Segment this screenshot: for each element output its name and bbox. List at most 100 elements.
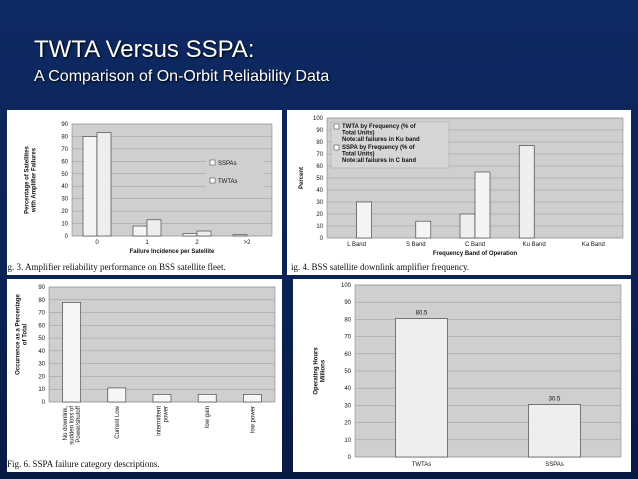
slide-title: TWTA Versus SSPA: (34, 36, 255, 63)
bar (356, 201, 372, 239)
y-tick-label: 20 (38, 374, 45, 380)
bar (474, 171, 491, 239)
y-tick-label: 40 (61, 184, 68, 190)
y-tick-label: 70 (38, 311, 45, 317)
y-tick-label: 60 (344, 352, 351, 358)
y-tick-label: 40 (344, 386, 351, 392)
bar (243, 394, 262, 403)
x-tick-label: No downlink,sudden loss ofPower/shutoff (63, 406, 82, 445)
bar (197, 394, 217, 403)
y-tick-label: 70 (344, 335, 351, 341)
bar (182, 233, 198, 237)
y-tick-label: 10 (316, 224, 323, 230)
chart-caption: Fig. 6. SSPA failure category descriptio… (7, 459, 160, 469)
bar (528, 404, 581, 458)
bar (146, 219, 162, 237)
bar (518, 145, 535, 239)
x-tick-label: intermittentpower (157, 406, 170, 436)
data-label: 30.5 (549, 397, 561, 403)
y-tick-label: 0 (320, 236, 324, 242)
y-tick-label: 30 (316, 200, 323, 206)
y-tick-label: 50 (61, 172, 68, 178)
x-tick-label: Ku Band (523, 242, 546, 248)
x-tick-label: C Band (465, 242, 485, 248)
x-tick-label: S Band (406, 242, 426, 248)
y-tick-label: 90 (61, 122, 68, 128)
chart-panel-failure-incidence: 0 10 20 30 40 50 60 70 80 90 0 1 2 >2 Failure Incidenc… (7, 110, 282, 275)
x-tick-label: SSPAs (545, 462, 564, 468)
y-tick-label: 60 (316, 164, 323, 170)
y-tick-label: 90 (344, 300, 351, 306)
x-tick-label: low gain (205, 406, 211, 428)
y-tick-label: 0 (348, 455, 352, 461)
y-tick-label: 80 (38, 298, 45, 304)
y-tick-label: 100 (313, 116, 324, 122)
y-tick-label: 80 (344, 317, 351, 323)
y-tick-label: 30 (61, 197, 68, 203)
legend-swatch (209, 159, 216, 166)
legend-swatch (209, 177, 216, 184)
y-axis-label: Occurrence as a Percentageof Total (16, 293, 29, 374)
chart-operating-hours: 0 10 20 30 40 50 60 70 80 90 100 80.5 TWTAs 30.5 SSPAs… (314, 283, 622, 468)
bar (132, 225, 148, 237)
y-tick-label: 90 (316, 128, 323, 134)
x-tick-label: TWTAs (412, 462, 432, 468)
legend (330, 121, 450, 169)
plot-area (48, 286, 276, 403)
legend-label: TWTA by Frequency (% of Total Units) Note:… (342, 124, 420, 143)
x-tick-label: 2 (195, 240, 199, 246)
y-tick-label: 30 (38, 362, 45, 368)
x-tick-label: 1 (145, 240, 149, 246)
y-tick-label: 50 (316, 176, 323, 182)
y-tick-label: 0 (42, 400, 46, 406)
bar (196, 230, 212, 237)
y-tick-label: 30 (344, 403, 351, 409)
bar (395, 318, 448, 458)
y-tick-label: 40 (38, 349, 45, 355)
bar (107, 387, 127, 403)
bar (96, 132, 112, 237)
y-tick-label: 60 (38, 323, 45, 329)
x-axis-label: Frequency Band of Operation (433, 251, 518, 257)
legend-label: SSPA by Frequency (% of Total Units) Note:… (342, 145, 416, 164)
bar (459, 213, 476, 239)
chart-frequency-band: 0 10 20 30 40 50 60 70 80 90 100 L Band S Band C Band… (299, 116, 624, 257)
y-tick-label: 20 (316, 212, 323, 218)
y-tick-label: 100 (341, 283, 352, 289)
bar (152, 394, 172, 403)
bar (62, 302, 81, 403)
y-tick-label: 70 (61, 147, 68, 153)
x-axis-label: Failure Incidence per Satellite (130, 249, 215, 255)
y-tick-label: 50 (344, 369, 351, 375)
y-axis-label: Percentage of Satelliteswith Amplifier F… (25, 145, 38, 213)
bar (415, 220, 432, 239)
x-tick-label: 0 (95, 240, 99, 246)
chart-sspa-failure-categories: 0 10 20 30 40 50 60 70 80 90 No downlink,sudden lo… (16, 285, 276, 445)
y-tick-label: 0 (65, 234, 69, 240)
x-tick-label: low power (250, 406, 256, 433)
x-tick-label: Ka Band (582, 242, 605, 248)
legend (206, 156, 264, 192)
y-tick-label: 10 (38, 387, 45, 393)
y-tick-label: 70 (316, 152, 323, 158)
chart-panel-operating-hours: 0 10 20 30 40 50 60 70 80 90 100 80.5 TWTAs 30.5 SSPAs… (293, 279, 631, 472)
chart-caption: ig. 4. BSS satellite downlink amplifier … (291, 262, 470, 272)
y-tick-label: 10 (61, 222, 68, 228)
bar (82, 136, 98, 237)
y-tick-label: 60 (61, 159, 68, 165)
y-tick-label: 10 (344, 438, 351, 444)
data-label: 80.5 (416, 311, 428, 317)
chart-panel-sspa-failure-categories: 0 10 20 30 40 50 60 70 80 90 No downlink,sudden lo… (7, 279, 282, 472)
bar (232, 234, 248, 237)
y-tick-label: 20 (344, 421, 351, 427)
y-tick-label: 40 (316, 188, 323, 194)
legend-label: TWTAs (218, 179, 238, 185)
chart-caption: ig. 3. Amplifier reliability performance… (7, 262, 226, 272)
legend-swatch (333, 123, 340, 130)
y-tick-label: 80 (316, 140, 323, 146)
chart-panel-frequency-band: 0 10 20 30 40 50 60 70 80 90 100 L Band S Band C Band… (287, 110, 631, 275)
legend-label: SSPAs (218, 161, 237, 167)
x-tick-label: Current Low (115, 405, 121, 438)
legend-swatch (333, 144, 340, 151)
y-tick-label: 80 (61, 134, 68, 140)
